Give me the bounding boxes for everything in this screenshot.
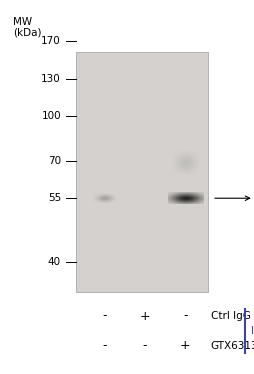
Text: -: - [142,340,147,352]
Text: +: + [139,310,150,322]
Text: 55: 55 [48,193,61,203]
Text: -: - [102,340,106,352]
Text: 130: 130 [41,74,61,83]
Text: Ctrl IgG: Ctrl IgG [211,311,251,321]
Text: 100: 100 [41,111,61,121]
Text: ELP3: ELP3 [215,193,254,203]
Text: -: - [183,310,188,322]
Text: +: + [180,340,191,352]
Text: MW
(kDa): MW (kDa) [13,17,41,38]
Text: 170: 170 [41,36,61,46]
Text: 40: 40 [48,257,61,267]
Text: -: - [102,310,106,322]
Bar [76,52,208,292]
Text: 70: 70 [48,156,61,166]
Text: GTX631395: GTX631395 [211,341,254,351]
Text: IP: IP [251,326,254,336]
